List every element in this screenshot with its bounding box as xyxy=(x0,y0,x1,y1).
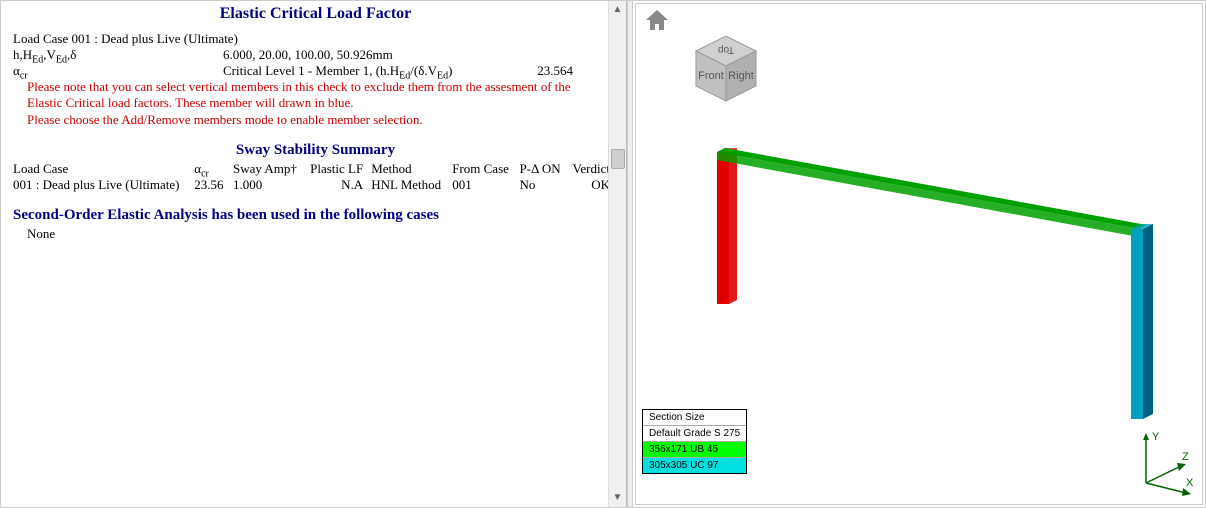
alpha-label: αcr xyxy=(13,63,223,79)
cell-plf: N.A xyxy=(308,177,371,193)
section-legend: Section Size Default Grade S 275 356x171… xyxy=(642,409,747,474)
heading-second-order: Second-Order Elastic Analysis has been u… xyxy=(13,207,618,224)
col-alpha: αcr xyxy=(194,161,233,177)
axis-y-label: Y xyxy=(1152,431,1160,443)
col-method: Method xyxy=(371,161,452,177)
sway-header-row: Load Case αcr Sway Amp† Plastic LF Metho… xyxy=(13,161,618,177)
left-column xyxy=(717,148,737,304)
warning-line-1: Please note that you can select vertical… xyxy=(13,79,618,95)
beam xyxy=(717,148,1147,237)
cell-swayamp: 1.000 xyxy=(233,177,308,193)
report-content: Elastic Critical Load Factor Load Case 0… xyxy=(1,1,626,250)
legend-row: 356x171 UB 45 xyxy=(643,442,746,458)
cell-pdelta: No xyxy=(519,177,570,193)
col-plf: Plastic LF xyxy=(308,161,371,177)
cell-method: HNL Method xyxy=(371,177,452,193)
scrollbar[interactable]: ▲ ▼ xyxy=(608,1,626,507)
col-fromcase: From Case xyxy=(452,161,519,177)
col-swayamp: Sway Amp† xyxy=(233,161,308,177)
viewport-3d[interactable]: Top Front Right xyxy=(635,3,1203,505)
legend-row: Default Grade S 275 xyxy=(643,426,746,442)
legend-title: Section Size xyxy=(643,410,746,426)
axis-z-label: Z xyxy=(1182,451,1189,463)
scroll-up-button[interactable]: ▲ xyxy=(609,1,627,19)
alpha-row: αcr Critical Level 1 - Member 1, (h.HEd/… xyxy=(13,63,618,79)
warning-line-3: Please choose the Add/Remove members mod… xyxy=(13,112,618,128)
axis-x-label: X xyxy=(1186,477,1194,489)
app-frame: Elastic Critical Load Factor Load Case 0… xyxy=(0,0,1206,508)
cell-fromcase: 001 xyxy=(452,177,519,193)
heading-elastic-critical: Elastic Critical Load Factor xyxy=(13,5,618,23)
scroll-track[interactable] xyxy=(609,19,627,489)
col-pdelta: P-Δ ON xyxy=(519,161,570,177)
load-case-line: Load Case 001 : Dead plus Live (Ultimate… xyxy=(13,31,618,47)
param-row: h,HEd,VEd,δ 6.000, 20.00, 100.00, 50.926… xyxy=(13,47,618,63)
second-order-none: None xyxy=(13,226,618,242)
right-column xyxy=(1131,224,1153,419)
legend-row: 305x305 UC 97 xyxy=(643,458,746,473)
scroll-down-button[interactable]: ▼ xyxy=(609,489,627,507)
param-labels: h,HEd,VEd,δ xyxy=(13,47,223,63)
sway-table: Load Case αcr Sway Amp† Plastic LF Metho… xyxy=(13,161,618,194)
scroll-thumb[interactable] xyxy=(611,149,625,169)
warning-line-2: Elastic Critical load factors. These mem… xyxy=(13,95,618,111)
heading-sway-summary: Sway Stability Summary xyxy=(13,142,618,159)
cell-loadcase: 001 : Dead plus Live (Ultimate) xyxy=(13,177,194,193)
sway-data-row: 001 : Dead plus Live (Ultimate) 23.56 1.… xyxy=(13,177,618,193)
param-values: 6.000, 20.00, 100.00, 50.926mm xyxy=(223,47,493,63)
critical-value: 23.564 xyxy=(493,63,573,79)
pane-splitter[interactable] xyxy=(627,1,633,507)
axis-triad: Y X Z xyxy=(1126,428,1196,498)
col-loadcase: Load Case xyxy=(13,161,194,177)
critical-formula: Critical Level 1 - Member 1, (h.HEd/(δ.V… xyxy=(223,63,493,79)
cell-alpha: 23.56 xyxy=(194,177,233,193)
report-pane: Elastic Critical Load Factor Load Case 0… xyxy=(1,1,627,507)
